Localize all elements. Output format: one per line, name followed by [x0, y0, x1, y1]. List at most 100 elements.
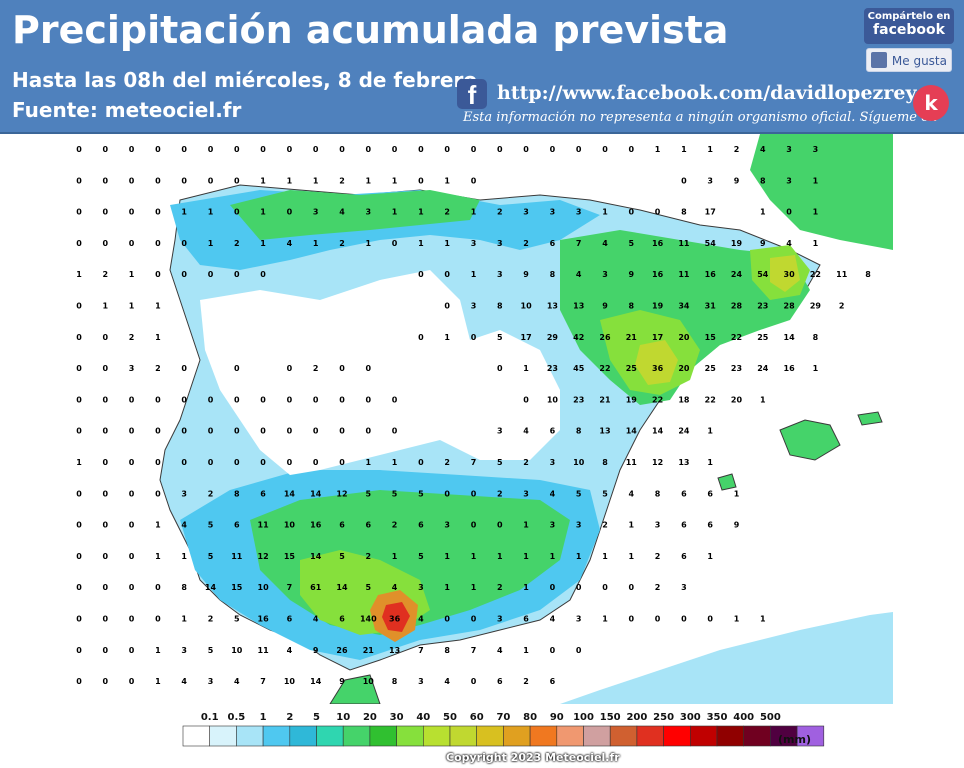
grid-value: 11 [258, 521, 270, 530]
grid-value: 0 [76, 552, 82, 561]
grid-value: 10 [258, 583, 270, 592]
grid-value: 6 [497, 677, 503, 686]
grid-value: 0 [181, 176, 187, 185]
grid-value: 0 [76, 145, 82, 154]
grid-value: 3 [707, 176, 713, 185]
grid-value: 2 [839, 302, 845, 311]
grid-value: 2 [497, 489, 503, 498]
grid-value: 0 [103, 176, 109, 185]
grid-value: 2 [129, 333, 135, 342]
grid-value: 0 [155, 270, 161, 279]
grid-value: 0 [418, 145, 424, 154]
grid-value: 0 [129, 677, 135, 686]
share-facebook-button[interactable]: Compártelo en facebook [864, 8, 954, 44]
grid-value: 9 [313, 646, 319, 655]
legend-swatch [663, 725, 691, 747]
grid-value: 0 [602, 583, 608, 592]
grid-value: 0 [103, 333, 109, 342]
grid-value: 0 [76, 302, 82, 311]
grid-value: 1 [260, 239, 266, 248]
grid-value: 0 [339, 458, 345, 467]
grid-value: 1 [181, 208, 187, 217]
grid-value: 16 [652, 270, 664, 279]
grid-value: 4 [339, 208, 345, 217]
grid-value: 16 [652, 239, 664, 248]
grid-value: 11 [626, 458, 638, 467]
grid-value: 14 [626, 427, 638, 436]
facebook-link[interactable]: http://www.facebook.com/davidlopezrey [497, 82, 917, 104]
grid-value: 0 [339, 364, 345, 373]
grid-value: 6 [234, 521, 240, 530]
grid-value: 0 [103, 427, 109, 436]
grid-value: 0 [208, 145, 214, 154]
grid-value: 0 [181, 270, 187, 279]
legend-threshold-label: 250 [653, 712, 674, 723]
grid-value: 24 [757, 364, 769, 373]
grid-value: 1 [497, 552, 503, 561]
grid-value: 0 [155, 145, 161, 154]
grid-value: 6 [707, 521, 713, 530]
grid-value: 0 [418, 458, 424, 467]
grid-value: 2 [602, 521, 608, 530]
legend-swatch [583, 725, 611, 747]
disclaimer: Esta información no representa a ningún … [463, 110, 938, 125]
grid-value: 3 [786, 176, 792, 185]
grid-value: 0 [129, 552, 135, 561]
legend-swatch [182, 725, 211, 747]
grid-value: 31 [705, 302, 717, 311]
grid-value: 0 [366, 395, 372, 404]
grid-value: 5 [366, 583, 372, 592]
grid-value: 6 [550, 239, 556, 248]
precip-zone-none-ne [585, 134, 740, 200]
grid-value: 22 [731, 333, 742, 342]
legend-swatch [236, 725, 264, 747]
grid-value: 3 [497, 270, 503, 279]
grid-value: 1 [523, 521, 529, 530]
grid-value: 0 [234, 395, 240, 404]
balearic-menorca [857, 411, 883, 426]
grid-value: 1 [287, 176, 293, 185]
grid-value: 3 [497, 427, 503, 436]
grid-value: 5 [629, 239, 635, 248]
grid-value: 1 [444, 333, 450, 342]
grid-value: 9 [339, 677, 345, 686]
grid-value: 8 [497, 302, 503, 311]
legend-swatch [556, 725, 584, 747]
grid-value: 0 [444, 615, 450, 624]
grid-value: 6 [681, 521, 687, 530]
grid-value: 17 [705, 208, 716, 217]
legend-threshold-label: 200 [626, 712, 647, 723]
share-brand: facebook [873, 22, 945, 38]
grid-value: 3 [471, 239, 477, 248]
grid-value: 14 [784, 333, 796, 342]
grid-value: 3 [366, 208, 372, 217]
grid-value: 26 [599, 333, 611, 342]
grid-value: 28 [784, 302, 796, 311]
grid-value: 1 [760, 395, 766, 404]
grid-value: 0 [471, 489, 477, 498]
legend-threshold-label: 20 [363, 712, 377, 723]
grid-value: 3 [523, 489, 529, 498]
grid-value: 1 [813, 239, 819, 248]
legend-threshold-label: 0.1 [201, 712, 219, 723]
facebook-icon[interactable]: f [457, 79, 487, 110]
legend-swatch [743, 725, 771, 747]
grid-value: 0 [444, 302, 450, 311]
like-button[interactable]: Me gusta [866, 48, 952, 72]
grid-value: 4 [418, 615, 424, 624]
grid-value: 0 [629, 615, 635, 624]
grid-value: 14 [284, 489, 296, 498]
legend-swatch [503, 725, 531, 747]
grid-value: 2 [523, 677, 529, 686]
legend-threshold-label: 100 [573, 712, 594, 723]
grid-value: 20 [731, 395, 743, 404]
grid-value: 0 [129, 427, 135, 436]
grid-value: 1 [444, 176, 450, 185]
grid-value: 9 [734, 521, 740, 530]
grid-value: 1 [208, 239, 214, 248]
grid-value: 7 [471, 458, 477, 467]
grid-value: 0 [392, 395, 398, 404]
grid-value: 1 [129, 302, 135, 311]
grid-value: 9 [523, 270, 529, 279]
grid-value: 0 [155, 427, 161, 436]
